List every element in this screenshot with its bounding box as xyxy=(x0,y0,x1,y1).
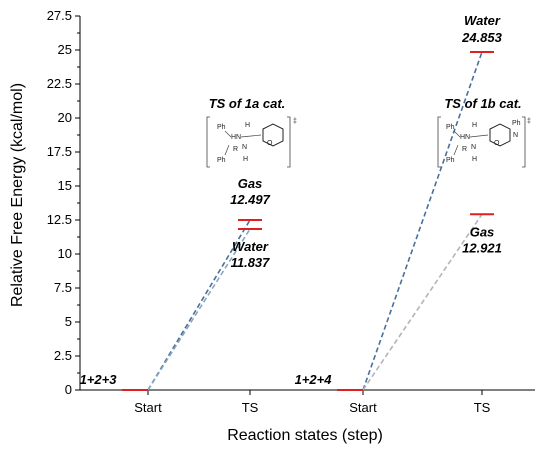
x-tick-label: Start xyxy=(349,400,377,415)
svg-text:N: N xyxy=(471,144,476,151)
y-tick-label: 15 xyxy=(58,178,72,193)
series-value-2-0: 24.853 xyxy=(461,30,503,45)
series-value-1-0: 12.497 xyxy=(230,192,271,207)
energy-levels xyxy=(122,50,494,391)
svg-text:Ph: Ph xyxy=(512,120,521,127)
path-2-water xyxy=(362,51,483,391)
series-name-2-0: Water xyxy=(464,13,501,28)
ts-title-1a: TS of 1a cat. xyxy=(209,96,286,111)
x-tick-label: TS xyxy=(474,400,491,415)
y-tick-label: 25 xyxy=(58,42,72,57)
svg-text:‡: ‡ xyxy=(527,118,531,125)
svg-text:Ph: Ph xyxy=(217,157,226,164)
ts-structure-1b: ‡ Ph HN H R N Ph H O Ph N xyxy=(437,116,531,168)
y-tick-label: 5 xyxy=(65,314,72,329)
svg-text:H: H xyxy=(243,156,248,163)
ts-title-1b: TS of 1b cat. xyxy=(444,96,521,111)
y-tick-label: 12.5 xyxy=(47,212,72,227)
y-ticks: 0 2.5 5 7.5 10 12.5 15 17.5 20 22.5 25 27.5 xyxy=(47,8,80,397)
svg-text:N: N xyxy=(513,132,518,139)
svg-text:H: H xyxy=(245,122,250,129)
svg-text:R: R xyxy=(462,146,467,153)
series-value-1-1: 11.837 xyxy=(231,255,271,270)
svg-text:N: N xyxy=(242,144,247,151)
series-name-2-1: Gas xyxy=(470,224,495,239)
annotations: 1+2+3 1+2+4Gas12.497Water11.837Water24.85… xyxy=(80,13,503,387)
y-tick-label: 7.5 xyxy=(54,280,72,295)
svg-text:‡: ‡ xyxy=(293,118,297,125)
start-label-1: 1+2+3 xyxy=(80,372,118,387)
y-tick-label: 10 xyxy=(58,246,72,261)
start-label-2: 1+2+4 xyxy=(295,372,333,387)
svg-text:Ph: Ph xyxy=(217,124,226,131)
y-tick-label: 0 xyxy=(65,382,72,397)
svg-text:HN: HN xyxy=(231,134,241,141)
svg-text:H: H xyxy=(472,156,477,163)
y-axis-title: Relative Free Energy (kcal/mol) xyxy=(9,83,26,307)
y-tick-label: 27.5 xyxy=(47,8,72,23)
y-tick-label: 20 xyxy=(58,110,72,125)
y-tick-label: 22.5 xyxy=(47,76,72,91)
svg-text:Ph: Ph xyxy=(446,124,455,131)
svg-text:R: R xyxy=(233,146,238,153)
series-name-1-0: Gas xyxy=(238,176,263,191)
ts-structure-1a: ‡ Ph HN H R N Ph H O xyxy=(206,116,297,168)
x-ticks: Start TS Start TS xyxy=(134,390,491,415)
x-tick-label: TS xyxy=(242,400,259,415)
y-tick-label: 17.5 xyxy=(47,144,72,159)
svg-text:Ph: Ph xyxy=(446,157,455,164)
series-value-2-1: 12.921 xyxy=(462,240,502,255)
svg-text:H: H xyxy=(472,122,477,129)
svg-text:HN: HN xyxy=(460,134,470,141)
svg-text:O: O xyxy=(267,140,273,147)
path-1-gas xyxy=(147,219,251,391)
y-tick-label: 2.5 xyxy=(54,348,72,363)
axes xyxy=(79,16,535,391)
svg-text:O: O xyxy=(494,140,500,147)
path-2-gas xyxy=(362,213,483,391)
x-tick-label: Start xyxy=(134,400,162,415)
x-axis-title: Reaction states (step) xyxy=(227,427,383,444)
energy-paths xyxy=(147,51,483,391)
series-name-1-1: Water xyxy=(232,239,269,254)
